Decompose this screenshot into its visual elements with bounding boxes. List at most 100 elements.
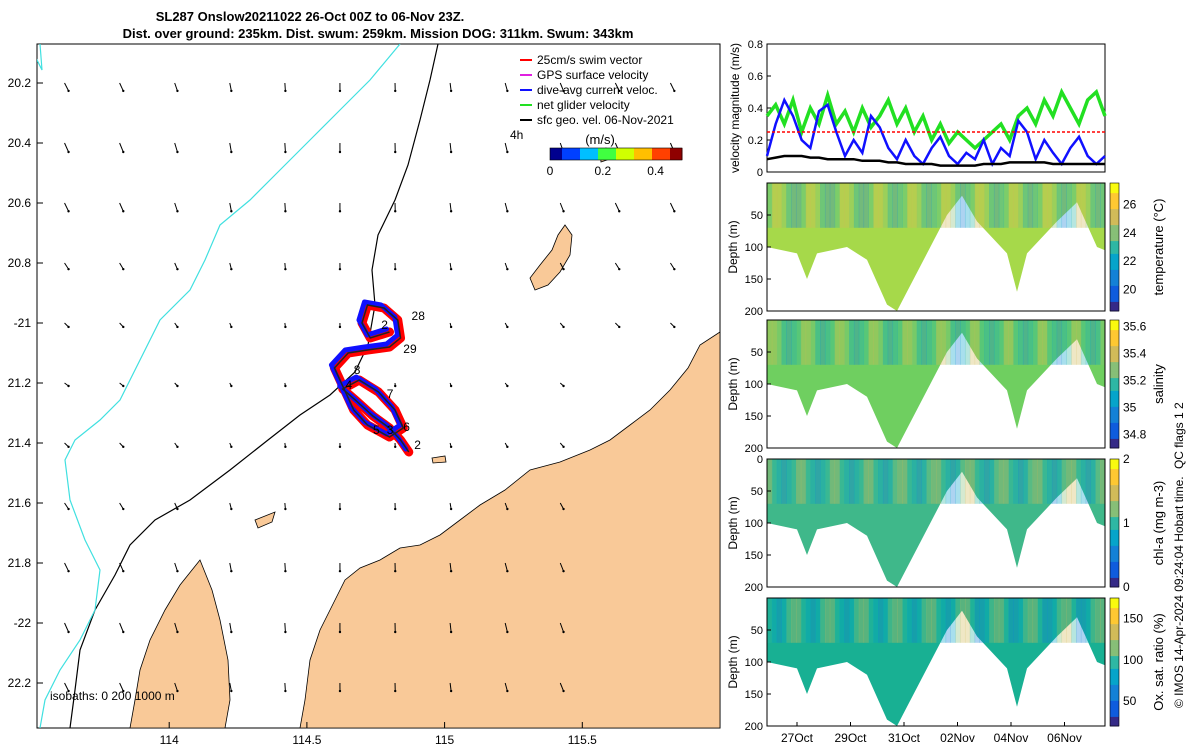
- profile-texture: [820, 459, 825, 504]
- profile-texture: [1066, 598, 1071, 643]
- profile-colorbar-cell: [1110, 352, 1119, 356]
- profile-colorbar-cell: [1110, 250, 1119, 254]
- profile-texture: [786, 320, 791, 365]
- profile-texture: [1076, 320, 1081, 365]
- day-label: 5: [373, 423, 380, 437]
- profile-colorbar-tick-label: 1: [1123, 516, 1130, 530]
- profile-texture: [1057, 459, 1062, 504]
- profile-colorbar-cell: [1110, 681, 1119, 685]
- depth-axis-label: Depth (m): [726, 357, 740, 410]
- profile-colorbar-cell: [1110, 707, 1119, 711]
- profile-texture: [849, 598, 854, 643]
- profile-texture: [777, 598, 782, 643]
- profile-texture: [989, 320, 994, 365]
- vector-arrow-head: [176, 326, 178, 328]
- vector-arrow-head: [562, 446, 564, 448]
- colorbar-cell: [628, 148, 632, 160]
- profile-colorbar-cell: [1110, 339, 1119, 343]
- profile-colorbar-cell: [1110, 241, 1119, 245]
- profile-colorbar-cell: [1110, 713, 1119, 717]
- profile-texture: [970, 183, 975, 228]
- profile-colorbar-cell: [1110, 279, 1119, 283]
- colorbar-cell: [616, 148, 620, 160]
- profile-colorbar-cell: [1110, 358, 1119, 362]
- profile-texture: [825, 459, 830, 504]
- profile-texture: [1018, 598, 1023, 643]
- profile-texture: [810, 183, 815, 228]
- y-tick-label: 20.8: [8, 256, 32, 270]
- profile-texture: [984, 598, 989, 643]
- profile-texture: [767, 183, 772, 228]
- profile-colorbar-cell: [1110, 289, 1119, 293]
- vector-arrow-head: [230, 210, 232, 212]
- profile-texture: [941, 598, 946, 643]
- day-label: 2: [414, 438, 421, 452]
- colorbar-cell: [634, 148, 638, 160]
- profile-colorbar-cell: [1110, 465, 1119, 469]
- vector-arrow: [285, 203, 286, 211]
- vector-arrow-head: [284, 690, 286, 692]
- vector-arrow-head: [284, 385, 286, 387]
- legend-note: 4h: [510, 128, 523, 142]
- profile-texture: [796, 183, 801, 228]
- vector-arrow-head: [176, 210, 178, 212]
- profile-colorbar-cell: [1110, 269, 1119, 273]
- depth-tick-label: 100: [745, 657, 763, 669]
- legend-entry: sfc geo. vel. 06-Nov-2021: [537, 113, 674, 127]
- profile-texture: [810, 598, 815, 643]
- depth-tick-label: 150: [745, 411, 763, 423]
- profile-texture: [878, 459, 883, 504]
- vector-arrow-head: [562, 326, 564, 328]
- profile-texture: [859, 459, 864, 504]
- profile-colorbar-cell: [1110, 186, 1119, 190]
- profile-texture: [946, 459, 951, 504]
- profile-texture: [806, 320, 811, 365]
- profile-texture: [830, 183, 835, 228]
- vector-arrow-head: [394, 570, 396, 572]
- profile-texture: [941, 183, 946, 228]
- profile-texture: [839, 459, 844, 504]
- profile-colorbar-cell: [1110, 475, 1119, 479]
- profile-colorbar-cell: [1110, 459, 1119, 463]
- vector-arrow-head: [339, 446, 341, 448]
- profile-colorbar-cell: [1110, 526, 1119, 530]
- profile-texture: [1057, 598, 1062, 643]
- profile-texture: [907, 320, 912, 365]
- profile-colorbar-cell: [1110, 478, 1119, 482]
- profile-colorbar-tick-label: 35.2: [1123, 374, 1147, 388]
- vector-arrow-head: [122, 151, 124, 153]
- profile-texture: [893, 320, 898, 365]
- profile-texture: [801, 183, 806, 228]
- profile-texture: [830, 598, 835, 643]
- profile-colorbar-cell: [1110, 462, 1119, 466]
- profile-texture: [907, 598, 912, 643]
- profile-texture: [1091, 183, 1096, 228]
- profile-texture: [975, 183, 980, 228]
- vector-arrow-head: [67, 151, 69, 153]
- vector-arrow-head: [450, 90, 452, 92]
- profile-colorbar-cell: [1110, 442, 1119, 446]
- colorbar-cell: [577, 148, 581, 160]
- profile-colorbar-cell: [1110, 636, 1119, 640]
- vector-arrow-head: [284, 151, 286, 153]
- colorbar-cell: [649, 148, 653, 160]
- profile-texture: [1042, 320, 1047, 365]
- vector-arrow-head: [506, 508, 508, 510]
- colorbar-cell: [556, 148, 560, 160]
- profile-colorbar-cell: [1110, 620, 1119, 624]
- profile-colorbar-cell: [1110, 684, 1119, 688]
- profile-texture: [1023, 598, 1028, 643]
- profile-texture: [1052, 183, 1057, 228]
- profile-texture: [979, 598, 984, 643]
- profile-colorbar-cell: [1110, 697, 1119, 701]
- y-tick-label: 21.8: [8, 556, 32, 570]
- title-line-2: Dist. over ground: 235km. Dist. swum: 25…: [123, 26, 634, 41]
- profile-colorbar-cell: [1110, 349, 1119, 353]
- colorbar-cell: [640, 148, 644, 160]
- profile-colorbar-cell: [1110, 183, 1119, 187]
- vector-arrow-head: [176, 631, 178, 633]
- profile-texture: [926, 183, 931, 228]
- profile-texture: [1057, 183, 1062, 228]
- profile-colorbar-cell: [1110, 529, 1119, 533]
